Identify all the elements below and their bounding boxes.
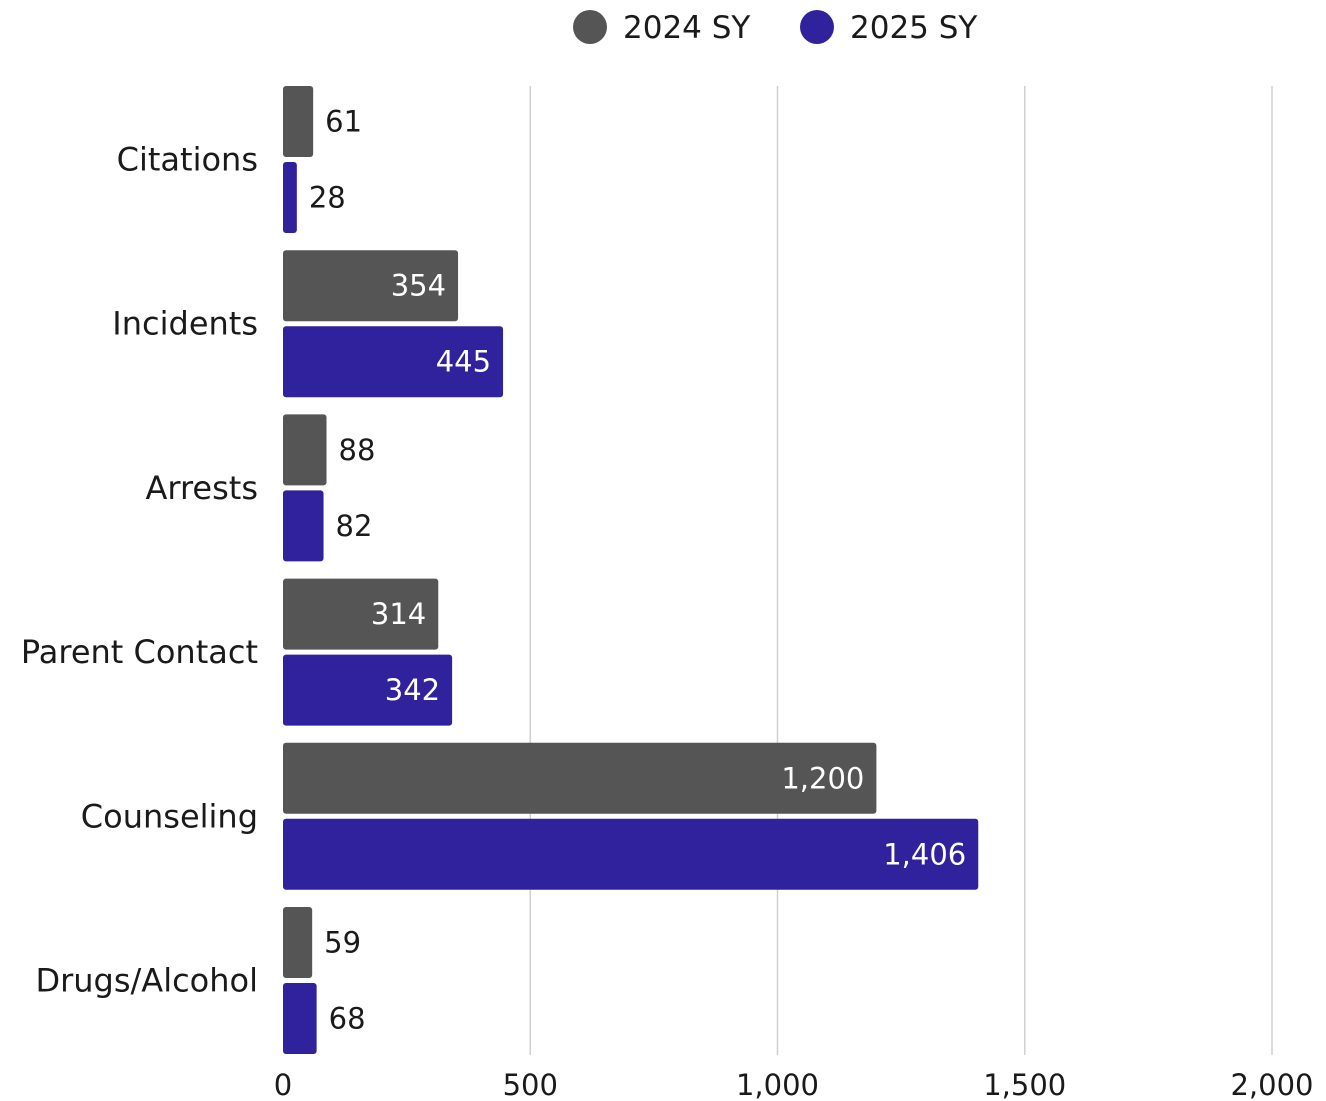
bar	[283, 742, 877, 814]
bars: 61 28 354 445 88 82 314 342 1,200 1,406 59 68	[283, 86, 979, 1054]
bar	[283, 250, 459, 322]
x-tick-label: 1,500	[983, 1068, 1066, 1101]
category-label: Counseling	[81, 797, 258, 835]
legend-marker	[573, 10, 607, 44]
bar	[283, 86, 314, 157]
bar	[283, 414, 327, 486]
legend-label: 2024 SY	[623, 10, 750, 46]
category-labels: Citations Incidents Arrests Parent Contact C…	[21, 141, 258, 1000]
legend: 2024 SY 2025 SY	[573, 10, 977, 46]
legend-marker	[800, 10, 834, 44]
data-label: 82	[336, 509, 373, 543]
bar	[283, 654, 453, 726]
bar	[283, 907, 313, 978]
legend-label: 2025 SY	[850, 10, 977, 46]
bar	[283, 578, 439, 650]
bar	[283, 490, 324, 562]
data-label: 28	[309, 181, 346, 215]
x-tick-label: 500	[503, 1068, 558, 1101]
bar	[283, 818, 979, 890]
bar	[283, 326, 504, 398]
data-label: 1,406	[883, 837, 966, 871]
category-label: Parent Contact	[21, 633, 258, 671]
category-label: Incidents	[112, 305, 258, 343]
data-label: 342	[385, 673, 440, 707]
category-label: Drugs/Alcohol	[35, 962, 258, 1000]
data-label: 1,200	[781, 761, 864, 795]
data-label: 61	[325, 105, 362, 139]
x-tick-label: 1,000	[736, 1068, 819, 1101]
data-label: 68	[329, 1002, 366, 1036]
data-label: 314	[371, 597, 426, 631]
gridlines	[529, 86, 1273, 1055]
x-tick-label: 0	[274, 1068, 292, 1101]
data-label: 445	[436, 345, 491, 379]
bar	[283, 983, 317, 1054]
data-label: 59	[324, 926, 361, 960]
x-axis-tick-labels: 0 500 1,000 1,500 2,000	[274, 1068, 1314, 1101]
data-label: 88	[339, 433, 376, 467]
bar	[283, 162, 297, 233]
x-tick-label: 2,000	[1230, 1068, 1313, 1101]
category-label: Citations	[117, 141, 258, 179]
data-label: 354	[391, 269, 446, 303]
category-label: Arrests	[145, 469, 258, 507]
